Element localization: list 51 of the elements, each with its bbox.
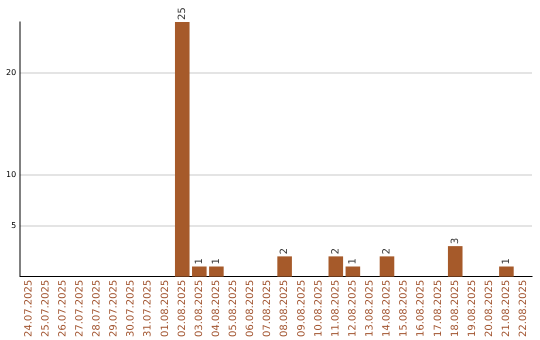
x-tick-label: 26.07.2025: [57, 280, 68, 338]
y-tick-label: 5: [11, 220, 16, 230]
x-tick-label: 07.08.2025: [262, 280, 274, 338]
x-tick-label: 28.07.2025: [92, 280, 103, 338]
x-tick-label: 14.08.2025: [382, 280, 393, 338]
bar: [346, 266, 360, 277]
x-tick-label: 31.07.2025: [142, 280, 154, 338]
x-tick-label: 29.07.2025: [108, 280, 120, 338]
x-tick-label: 17.08.2025: [432, 280, 444, 338]
x-tick-label: 05.08.2025: [228, 280, 240, 338]
x-tick-label: 21.08.2025: [501, 280, 512, 338]
bar: [192, 266, 207, 277]
x-tick-label: 13.08.2025: [364, 280, 376, 338]
data-label: 2: [330, 248, 342, 254]
data-label: 2: [382, 248, 393, 254]
data-label: 1: [194, 258, 205, 265]
data-label: 2: [279, 248, 290, 254]
data-label: 1: [347, 258, 358, 265]
x-tick-label: 22.08.2025: [518, 280, 530, 338]
data-label: 1: [210, 258, 222, 265]
x-tick-label: 25.07.2025: [40, 280, 52, 338]
bar: [380, 256, 394, 277]
x-tick-label: 06.08.2025: [245, 280, 256, 338]
x-tick-label: 09.08.2025: [296, 280, 308, 338]
x-tick-label: 12.08.2025: [347, 280, 358, 338]
y-tick-label: 10: [6, 170, 16, 179]
bar: [328, 256, 344, 277]
x-tick-label: 24.07.2025: [23, 280, 34, 338]
x-tick-label: 27.07.2025: [74, 280, 86, 338]
x-tick-label: 19.08.2025: [466, 280, 478, 338]
x-tick-label: 18.08.2025: [450, 280, 461, 338]
data-label: 25: [176, 7, 188, 20]
x-tick-label: 11.08.2025: [330, 280, 342, 338]
x-tick-label: 04.08.2025: [210, 280, 222, 338]
x-tick-label: 16.08.2025: [416, 280, 427, 338]
bar: [499, 266, 514, 277]
data-label: 3: [450, 238, 461, 244]
x-tick-label: 10.08.2025: [313, 280, 324, 338]
bar: [174, 22, 190, 277]
x-tick-label: 03.08.2025: [194, 280, 205, 338]
data-label: 1: [501, 258, 512, 265]
x-tick-label: 20.08.2025: [484, 280, 495, 338]
x-tick-label: 30.07.2025: [126, 280, 137, 338]
bar: [448, 246, 463, 277]
bar: [277, 256, 292, 277]
x-tick-label: 08.08.2025: [279, 280, 290, 338]
x-tick-label: 01.08.2025: [160, 280, 171, 338]
x-tick-label: 15.08.2025: [398, 280, 410, 338]
bar: [209, 266, 224, 277]
y-tick-label: 20: [6, 68, 16, 78]
x-tick-label: 02.08.2025: [176, 280, 188, 338]
